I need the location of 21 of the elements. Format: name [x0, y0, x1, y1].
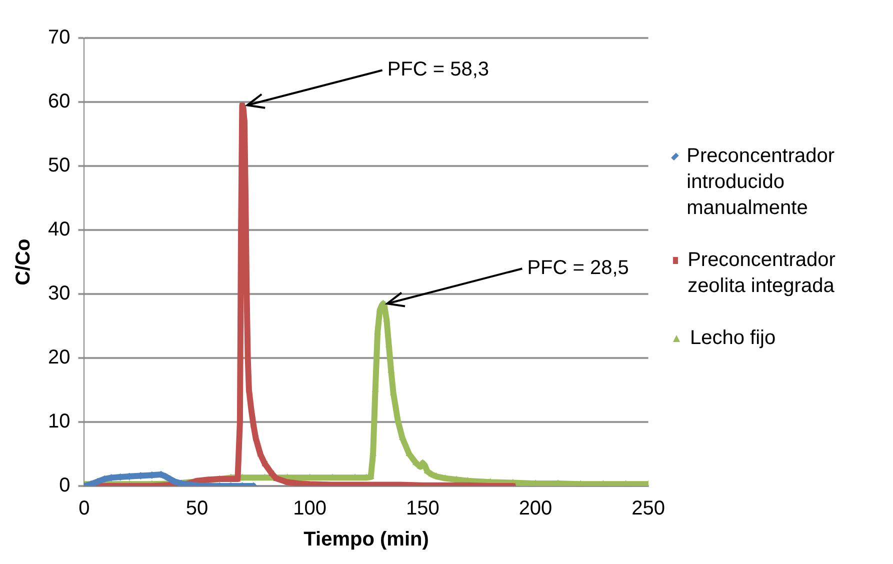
y-tick-label: 30	[48, 282, 70, 305]
legend-label: Preconcentrador introducido manualmente	[686, 144, 836, 221]
legend-label: Lecho fijo	[690, 326, 776, 351]
legend-label: Preconcentrador zeolita integrada	[688, 248, 836, 299]
y-tick-label: 20	[48, 346, 70, 369]
y-tick-label: 60	[48, 90, 70, 113]
x-axis-title: Tiempo (min)	[304, 528, 429, 551]
x-tick-label: 0	[78, 498, 90, 520]
x-tick-label: 200	[518, 498, 552, 520]
y-tick-label: 10	[48, 410, 70, 433]
x-tick-label: 50	[186, 498, 208, 520]
y-tick-label: 40	[48, 218, 70, 241]
annotation: PFC = 58,3	[387, 58, 490, 81]
x-tick-label: 100	[293, 498, 327, 520]
annotation: PFC = 28,5	[527, 257, 629, 280]
y-tick-label: 0	[59, 474, 70, 497]
x-tick-label: 150	[406, 498, 440, 520]
x-tick-label: 250	[632, 498, 666, 520]
y-axis-title: C/Co	[12, 238, 35, 286]
y-tick-label: 70	[48, 26, 70, 49]
y-tick-label: 50	[48, 154, 70, 177]
